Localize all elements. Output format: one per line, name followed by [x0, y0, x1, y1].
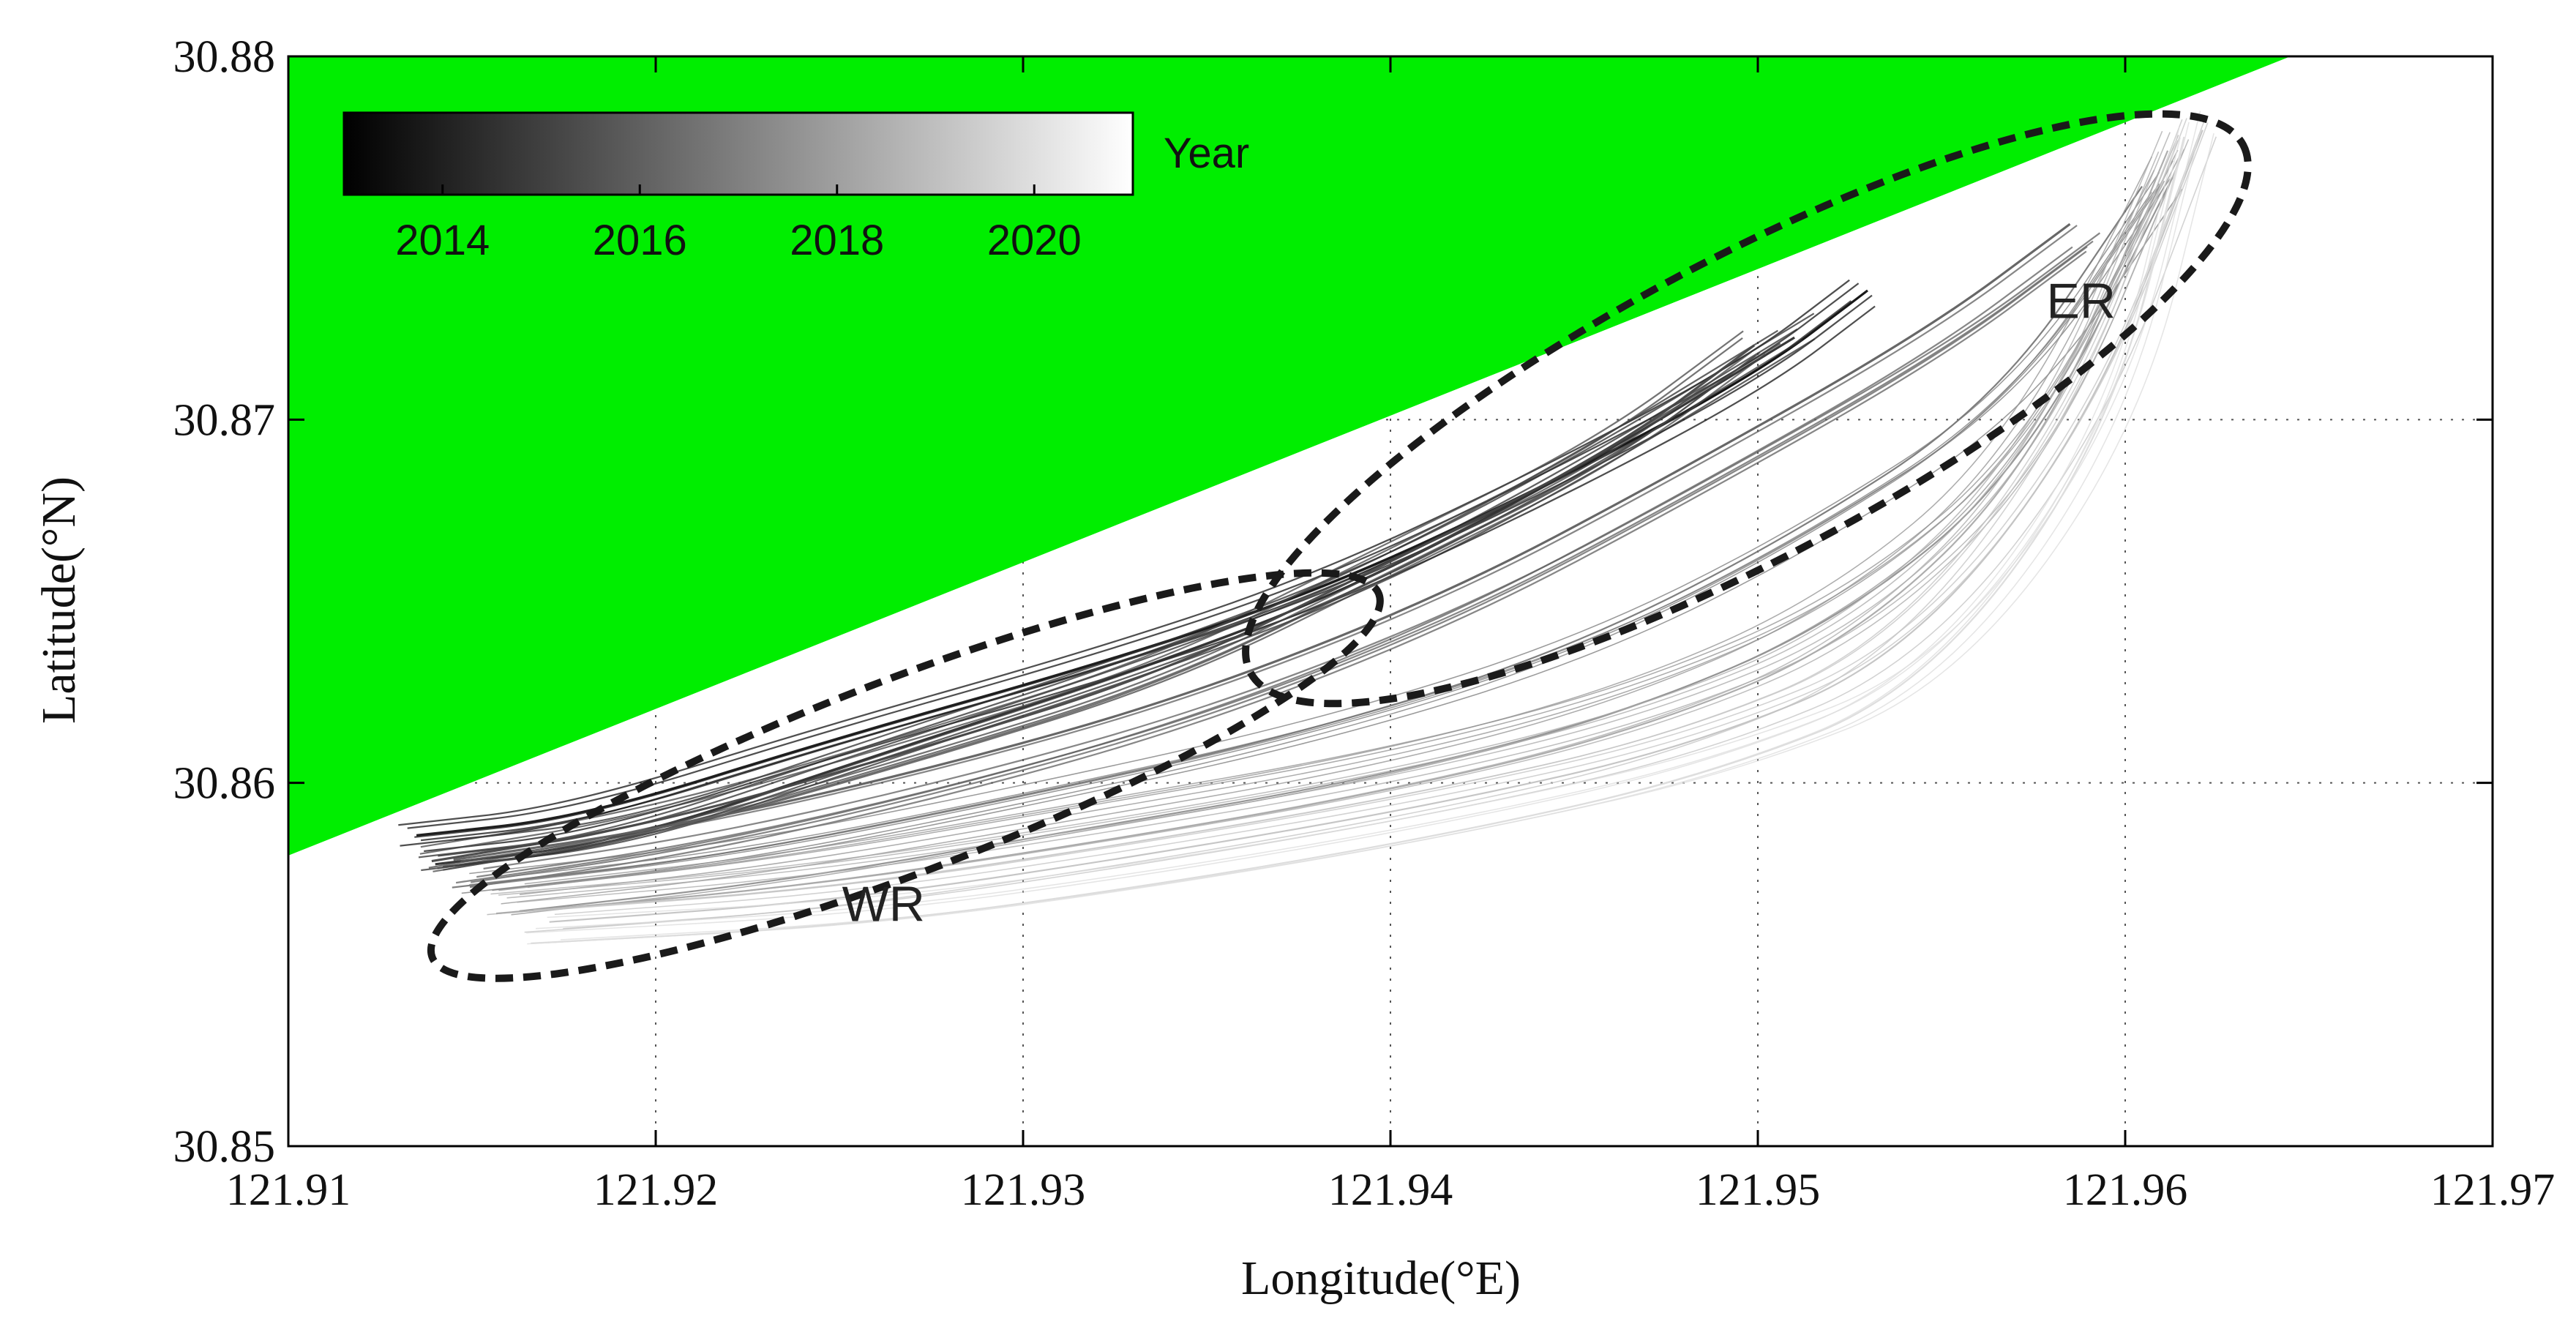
trajectory-2016	[483, 232, 2101, 870]
trajectory-2018	[511, 180, 2165, 916]
x-tick-label: 121.92	[594, 1165, 719, 1215]
colorbar: 2014 2016 2018 2020 Year	[342, 111, 1249, 264]
x-tick-label: 121.96	[2063, 1165, 2188, 1215]
trajectory-2017	[469, 183, 2160, 886]
region-label-wr: WR	[842, 876, 925, 932]
land-polygon	[288, 56, 2291, 856]
colorbar-tick-label: 2014	[395, 217, 490, 264]
x-tick-label: 121.93	[961, 1165, 1086, 1215]
trajectory-2015	[419, 337, 1743, 855]
colorbar-tick-label: 2018	[790, 217, 884, 264]
trajectory-2021	[544, 136, 2199, 943]
trajectory-2015	[431, 344, 1756, 863]
trajectory-2014	[454, 313, 1815, 842]
trajectory-2017	[469, 184, 2160, 888]
trajectory-2021	[547, 111, 2201, 919]
trajectory-2019	[506, 135, 2179, 899]
trajectory-2014	[455, 338, 1816, 867]
region-ellipse-wr	[427, 569, 1384, 982]
x-axis-title: Longitude(°E)	[1241, 1252, 1521, 1305]
trajectory-2016	[455, 246, 2073, 884]
trajectory-2019	[517, 139, 2190, 903]
colorbar-tick-label: 2020	[987, 217, 1082, 264]
trajectory-2014	[418, 329, 1778, 859]
trajectory-2018	[498, 156, 2153, 891]
y-tick-label: 30.85	[173, 1122, 276, 1172]
x-tick-label: 121.97	[2430, 1165, 2556, 1215]
trajectory-2020	[533, 118, 2187, 911]
land-area	[288, 56, 2291, 856]
x-tick-label: 121.94	[1328, 1165, 1453, 1215]
trajectory-2016	[476, 240, 2094, 878]
trajectory-2016	[469, 250, 2087, 889]
region-label-er: ER	[2047, 273, 2116, 329]
colorbar-tick-label: 2016	[593, 217, 687, 264]
trajectory-lines	[398, 111, 2217, 945]
trajectory-2015	[433, 355, 1756, 872]
colorbar-ticks: 2014 2016 2018 2020	[395, 184, 1082, 264]
trajectory-2020	[553, 116, 2206, 910]
trajectory-2016	[460, 225, 2078, 862]
trajectory-2021	[526, 126, 2180, 934]
trajectory-2018	[519, 176, 2174, 912]
trajectory-2017	[469, 172, 2160, 875]
trajectory-2014	[421, 343, 1781, 872]
y-tick-label: 30.87	[173, 395, 276, 445]
region-ellipses: WR ER	[427, 110, 2252, 982]
x-tick-label: 121.91	[226, 1165, 351, 1215]
axis-ticks: 121.91 121.92 121.93 121.94 121.95 121.96 121.…	[173, 32, 2556, 1215]
colorbar-label: Year	[1164, 130, 1249, 177]
trajectory-2018	[520, 160, 2174, 895]
trajectory-2019	[498, 132, 2171, 896]
trajectory-2013	[407, 283, 1860, 829]
trajectory-2016	[453, 222, 2071, 861]
trajectory-2016	[471, 246, 2088, 883]
x-tick-label: 121.95	[1696, 1165, 1821, 1215]
trajectory-2018	[501, 169, 2155, 905]
y-tick-label: 30.86	[173, 759, 276, 809]
trajectory-2015	[420, 330, 1744, 848]
colorbar-gradient	[342, 111, 1134, 196]
y-tick-label: 30.88	[173, 32, 276, 82]
region-ellipse-er	[1242, 110, 2252, 708]
trajectory-2019	[490, 130, 2163, 895]
y-axis-title: Latitude(°N)	[32, 476, 86, 724]
trajectory-2017	[461, 192, 2152, 894]
trajectory-2020	[554, 122, 2209, 916]
trajectory-2020	[524, 140, 2179, 933]
